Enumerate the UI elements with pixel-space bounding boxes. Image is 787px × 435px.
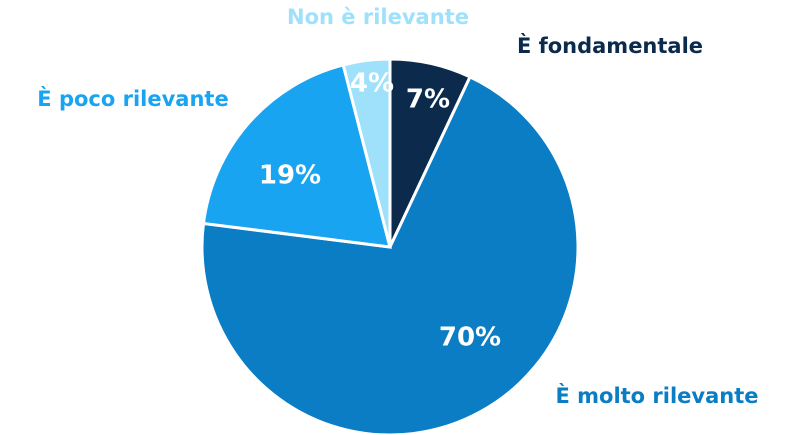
category-label: È molto rilevante (555, 383, 758, 408)
pie-slice (201, 63, 393, 249)
category-label: È poco rilevante (37, 86, 228, 111)
pie-slice (341, 57, 392, 248)
category-label: Non è rilevante (287, 5, 469, 29)
percent-label: 70% (439, 323, 501, 353)
pie-slice (200, 74, 580, 435)
percent-label: 4% (350, 69, 394, 99)
category-label: È fondamentale (517, 33, 703, 58)
percent-label: 19% (259, 161, 321, 191)
percent-label: 7% (406, 85, 450, 115)
